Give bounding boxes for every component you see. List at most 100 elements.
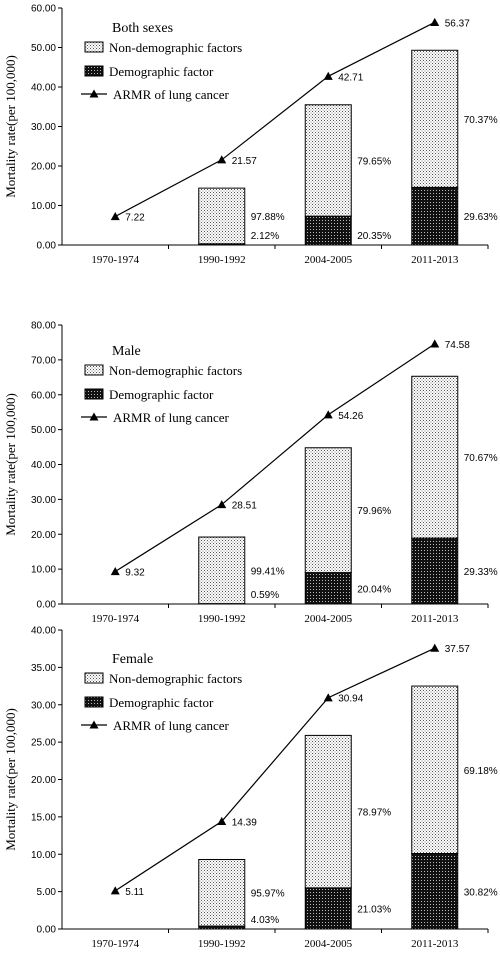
bar-non-demographic (304, 104, 352, 217)
bar-non-demographic (304, 734, 352, 889)
legend-label-non-demographic: Non-demographic factors (109, 40, 242, 55)
x-tick-label: 1990-1992 (198, 613, 246, 625)
armr-marker (217, 816, 227, 826)
data-label-demographic: 30.82% (464, 887, 498, 898)
y-tick-label: 30.00 (31, 700, 56, 711)
armr-marker (217, 155, 227, 164)
bar-demographic (411, 853, 459, 930)
armr-marker (430, 643, 440, 652)
legend-label-armr: ARMR of lung cancer (113, 410, 230, 425)
armr-line (114, 343, 436, 573)
x-tick-label: 1970-1974 (91, 938, 139, 950)
y-tick-label: 40.00 (31, 83, 56, 94)
y-tick-label: 50.00 (31, 43, 56, 54)
bar-demographic (411, 186, 459, 246)
x-tick-label: 2004-2005 (304, 938, 352, 950)
x-tick-label: 1970-1974 (91, 254, 139, 266)
bar-non-demographic (411, 685, 459, 855)
y-tick-label: 70.00 (31, 355, 56, 366)
y-tick-label: 20.00 (31, 162, 56, 173)
bar-non-demographic (304, 447, 352, 574)
armr-marker (110, 566, 120, 576)
legend-label-demographic: Demographic factor (109, 64, 214, 79)
bar-demographic (304, 572, 352, 605)
y-tick-label: 35.00 (31, 663, 56, 674)
data-label-demographic: 2.12% (251, 231, 279, 242)
legend-swatch-demographic (84, 65, 104, 77)
y-axis-label: Mortality rate(per 100,000) (3, 708, 18, 851)
data-label-non-demographic: 70.67% (464, 453, 498, 464)
bar-demographic (411, 537, 459, 605)
chart-panel-1: 0.00 10.00 20.00 30.00 40.00 50.00 60.00 70.00 8… (3, 321, 498, 626)
y-tick-label: 40.00 (31, 460, 56, 471)
data-label-non-demographic: 79.65% (357, 156, 391, 167)
data-label-armr: 37.57 (445, 644, 470, 655)
armr-marker (217, 500, 227, 509)
data-label-armr: 5.11 (125, 887, 144, 898)
legend-swatch-non-demographic (84, 41, 104, 53)
armr-marker (430, 339, 440, 348)
data-label-armr: 7.22 (125, 212, 145, 223)
armr-marker (110, 886, 120, 895)
panel-title: Both sexes (112, 21, 173, 36)
legend-label-demographic: Demographic factor (109, 387, 214, 402)
y-axis-label: Mortality rate(per 100,000) (3, 393, 18, 536)
y-tick-label: 25.00 (31, 738, 56, 749)
data-label-demographic: 20.04% (357, 584, 391, 595)
bar-non-demographic (411, 49, 459, 188)
panel-title: Female (112, 652, 153, 667)
y-tick-label: 0.00 (37, 241, 57, 252)
panel-title: Male (112, 344, 141, 359)
x-tick-label: 2011-2013 (411, 254, 459, 266)
y-tick-label: 10.00 (31, 565, 56, 576)
bar-non-demographic (198, 536, 246, 605)
data-label-non-demographic: 97.88% (251, 212, 285, 223)
y-tick-label: 15.00 (31, 812, 56, 823)
data-label-demographic: 21.03% (357, 904, 391, 915)
x-tick-label: 2004-2005 (304, 254, 352, 266)
bar-non-demographic (411, 375, 459, 539)
y-tick-label: 80.00 (31, 321, 56, 332)
x-tick-label: 2011-2013 (411, 613, 459, 625)
x-tick-label: 1990-1992 (198, 938, 246, 950)
data-label-demographic: 29.63% (464, 212, 498, 223)
data-label-armr: 74.58 (445, 340, 470, 351)
y-tick-label: 50.00 (31, 425, 56, 436)
armr-marker (323, 410, 333, 419)
legend-marker-armr (89, 412, 99, 421)
x-tick-label: 1990-1992 (198, 254, 246, 266)
bar-demographic (304, 887, 352, 930)
y-tick-label: 10.00 (31, 201, 56, 212)
x-tick-label: 2011-2013 (411, 938, 459, 950)
data-label-armr: 56.37 (445, 18, 470, 29)
legend-label-armr: ARMR of lung cancer (113, 718, 230, 733)
data-label-demographic: 0.59% (251, 590, 279, 601)
legend-label-non-demographic: Non-demographic factors (109, 363, 242, 378)
data-label-demographic: 4.03% (251, 915, 279, 926)
legend-label-armr: ARMR of lung cancer (113, 87, 230, 102)
bar-demographic (304, 215, 352, 246)
data-label-non-demographic: 70.37% (464, 115, 498, 126)
bar-non-demographic (198, 187, 246, 245)
chart-panel-2: 0.00 5.00 10.00 15.00 20.00 25.00 30.00 35.00 40… (3, 626, 498, 951)
data-label-non-demographic: 69.18% (464, 766, 498, 777)
armr-marker (430, 17, 440, 26)
data-label-non-demographic: 99.41% (251, 566, 285, 577)
data-label-armr: 54.26 (338, 411, 363, 422)
legend-swatch-non-demographic (84, 364, 104, 376)
armr-line (114, 21, 436, 218)
legend-label-demographic: Demographic factor (109, 695, 214, 710)
legend-swatch-non-demographic (84, 672, 104, 684)
data-label-non-demographic: 79.96% (357, 506, 391, 517)
legend-swatch-demographic (84, 388, 104, 400)
y-tick-label: 40.00 (31, 626, 56, 637)
y-tick-label: 30.00 (31, 495, 56, 506)
legend-label-non-demographic: Non-demographic factors (109, 671, 242, 686)
data-label-demographic: 20.35% (357, 231, 391, 242)
armr-marker (323, 693, 333, 702)
data-label-non-demographic: 95.97% (251, 889, 285, 900)
data-label-armr: 42.71 (338, 72, 363, 83)
y-tick-label: 60.00 (31, 4, 56, 15)
legend-marker-armr (89, 720, 99, 729)
